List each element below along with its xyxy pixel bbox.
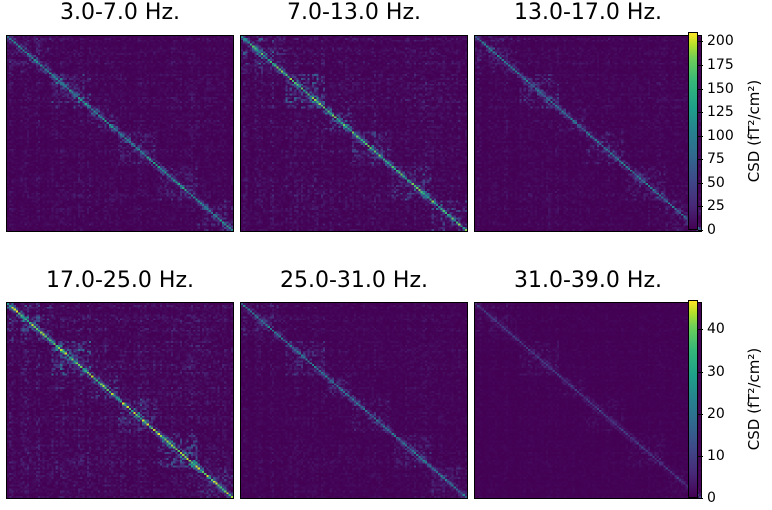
csd-heatmap xyxy=(6,302,234,499)
colorbar-tick-label: 40 xyxy=(707,321,725,338)
colorbar-tick-label: 0 xyxy=(707,222,716,238)
colorbar-tick-label: 125 xyxy=(707,104,734,121)
panel-title: 7.0-13.0 Hz. xyxy=(287,0,421,25)
colorbar xyxy=(688,300,698,498)
csd-heatmap xyxy=(240,35,468,232)
colorbar-label: CSD (fT²/cm²) xyxy=(745,347,763,451)
colorbar-tick-label: 20 xyxy=(707,405,725,422)
colorbar-tick xyxy=(698,371,703,373)
colorbar-tick xyxy=(698,230,703,231)
panel-title: 25.0-31.0 Hz. xyxy=(280,268,428,293)
colorbar-tick xyxy=(698,135,703,137)
heatmap-cells xyxy=(7,36,233,231)
colorbar-tick xyxy=(698,329,703,331)
heatmap-cells xyxy=(475,36,701,231)
colorbar xyxy=(688,32,698,230)
colorbar-tick-label: 200 xyxy=(707,33,734,50)
colorbar-tick xyxy=(698,65,703,66)
colorbar-tick-label: 10 xyxy=(707,447,725,464)
colorbar-tick xyxy=(698,455,703,457)
colorbar-tick-label: 150 xyxy=(707,80,734,97)
colorbar-tick-label: 30 xyxy=(707,363,725,380)
colorbar-tick xyxy=(698,159,703,161)
csd-heatmap xyxy=(240,302,468,499)
colorbar-tick xyxy=(698,498,703,499)
colorbar-label: CSD (fT²/cm²) xyxy=(745,79,763,183)
colorbar-tick-label: 0 xyxy=(707,490,716,506)
colorbar-tick xyxy=(698,112,703,114)
colorbar-tick-label: 75 xyxy=(707,151,725,168)
colorbar-tick xyxy=(698,88,703,90)
colorbar-tick-label: 50 xyxy=(707,174,725,191)
colorbar-tick xyxy=(698,206,703,208)
panel-title: 17.0-25.0 Hz. xyxy=(46,268,194,293)
colorbar-tick xyxy=(698,182,703,184)
panel-title: 3.0-7.0 Hz. xyxy=(60,0,180,25)
csd-heatmap xyxy=(474,35,702,232)
colorbar-tick-label: 25 xyxy=(707,198,725,215)
csd-heatmap xyxy=(6,35,234,232)
heatmap-cells xyxy=(241,303,467,498)
colorbar-tick xyxy=(698,41,703,43)
panel-title: 31.0-39.0 Hz. xyxy=(514,268,662,293)
panel-title: 13.0-17.0 Hz. xyxy=(514,0,662,25)
csd-heatmap xyxy=(474,302,702,499)
heatmap-cells xyxy=(241,36,467,231)
heatmap-cells xyxy=(475,303,701,498)
colorbar-tick xyxy=(698,413,703,415)
colorbar-tick-label: 100 xyxy=(707,127,734,144)
colorbar-tick-label: 175 xyxy=(707,57,734,73)
heatmap-cells xyxy=(7,303,233,498)
